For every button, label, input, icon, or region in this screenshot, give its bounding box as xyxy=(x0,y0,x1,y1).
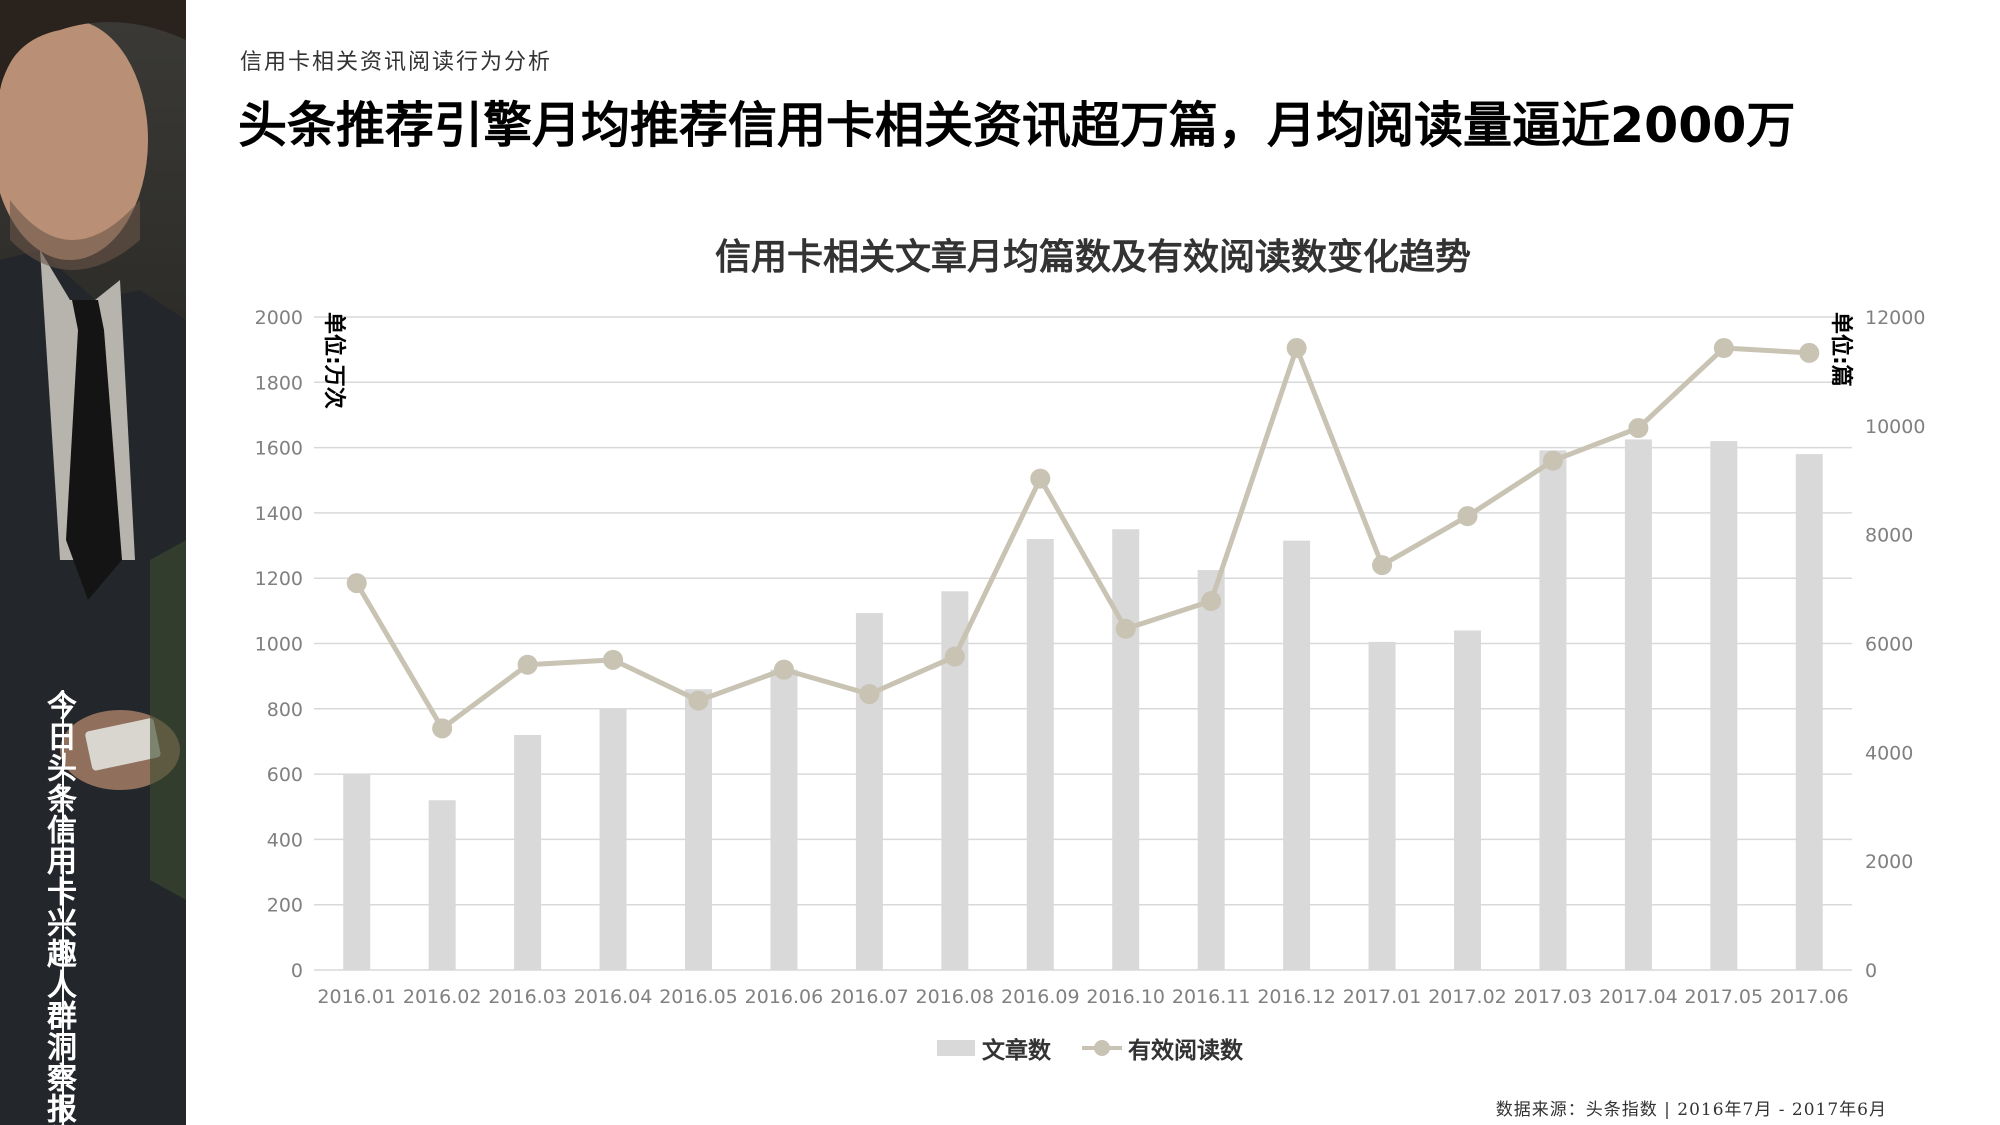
x-axis-tick-label: 2016.08 xyxy=(916,986,995,1008)
right-axis-tick-label: 6000 xyxy=(1865,634,1913,656)
x-axis-tick-label: 2016.04 xyxy=(574,986,653,1008)
line-point xyxy=(346,573,367,594)
axes: 0 200 400 600 800 1000 1200 1400 1600 1800 2000 0 20… xyxy=(255,307,1926,1008)
x-axis-tick-label: 2016.07 xyxy=(830,986,909,1008)
x-axis-tick-label: 2017.06 xyxy=(1770,986,1849,1008)
line-point xyxy=(603,649,624,670)
bar xyxy=(1197,570,1225,970)
line-point xyxy=(1286,338,1307,359)
bar xyxy=(685,689,712,970)
right-axis-tick-label: 8000 xyxy=(1865,525,1913,547)
businessman-photo xyxy=(0,0,186,1125)
bar-series xyxy=(343,439,1823,971)
x-axis-tick-label: 2016.12 xyxy=(1257,986,1336,1008)
page-headline: 头条推荐引擎月均推荐信用卡相关资讯超万篇，月均阅读量逼近2000万 xyxy=(238,97,1796,154)
bar xyxy=(1539,450,1567,971)
left-axis-tick-label: 400 xyxy=(267,829,303,851)
left-axis-tick-label: 800 xyxy=(267,699,303,721)
line-point xyxy=(1713,338,1734,359)
legend: 文章数 有效阅读数 xyxy=(937,1037,1244,1064)
line-point xyxy=(1542,450,1563,471)
legend-swatch-bar xyxy=(937,1040,975,1056)
line-point xyxy=(773,659,794,680)
x-axis-tick-label: 2016.11 xyxy=(1172,986,1251,1008)
left-axis-tick-label: 1600 xyxy=(255,438,303,460)
bar xyxy=(1454,630,1481,970)
data-source: 数据来源：头条指数 | 2016年7月 - 2017年6月 xyxy=(1495,1100,1887,1120)
x-axis-tick-label: 2017.03 xyxy=(1514,986,1593,1008)
left-axis-tick-label: 1400 xyxy=(255,503,303,525)
line-point xyxy=(1201,591,1222,612)
bar xyxy=(1795,454,1823,970)
line-point xyxy=(1799,342,1820,363)
line-point xyxy=(432,718,453,739)
report-title-vertical: 今日头条信用卡兴趣人群洞察报告 xyxy=(41,690,76,1125)
x-axis-tick-label: 2016.02 xyxy=(403,986,482,1008)
bar xyxy=(428,800,456,970)
left-axis-tick-label: 1000 xyxy=(255,634,303,656)
x-axis-tick-label: 2016.03 xyxy=(488,986,567,1008)
grid-lines xyxy=(314,316,1852,971)
left-axis-tick-label: 600 xyxy=(267,764,303,786)
bar xyxy=(855,613,883,970)
left-axis-tick-label: 1200 xyxy=(255,568,303,590)
line-point xyxy=(1457,506,1478,527)
line-point xyxy=(688,690,709,711)
x-axis-tick-label: 2017.04 xyxy=(1599,986,1678,1008)
bar xyxy=(599,708,627,970)
bar xyxy=(343,774,371,970)
side-divider xyxy=(62,690,64,1125)
x-axis-tick-label: 2016.10 xyxy=(1086,986,1165,1008)
line-point xyxy=(859,684,880,705)
right-axis-tick-label: 10000 xyxy=(1865,416,1925,438)
right-axis-unit-label: 单位:篇 xyxy=(1828,312,1854,387)
left-axis-tick-label: 2000 xyxy=(255,307,303,329)
right-axis-tick-label: 0 xyxy=(1865,960,1877,982)
legend-label-bar: 文章数 xyxy=(982,1037,1052,1064)
legend-label-line: 有效阅读数 xyxy=(1128,1037,1244,1064)
series-line xyxy=(354,345,1810,731)
bar xyxy=(1624,439,1652,970)
x-axis-tick-label: 2016.01 xyxy=(317,986,396,1008)
left-axis-tick-label: 200 xyxy=(267,895,303,917)
line-point xyxy=(1115,618,1136,639)
x-axis-tick-label: 2017.01 xyxy=(1343,986,1422,1008)
left-axis-tick-label: 0 xyxy=(291,960,303,982)
right-axis-tick-label: 2000 xyxy=(1865,851,1913,873)
bar xyxy=(770,669,798,970)
bar xyxy=(1112,529,1140,970)
bar xyxy=(514,734,542,970)
line-point xyxy=(1628,418,1649,439)
left-axis-tick-label: 1800 xyxy=(255,372,303,394)
legend-swatch-marker xyxy=(1094,1040,1110,1056)
left-axis-unit-label: 单位:万次 xyxy=(321,312,347,409)
line-series xyxy=(346,338,1820,739)
x-axis-tick-label: 2016.05 xyxy=(659,986,738,1008)
bar xyxy=(1283,540,1311,970)
x-axis-tick-label: 2016.06 xyxy=(745,986,824,1008)
x-axis-tick-label: 2017.05 xyxy=(1685,986,1764,1008)
right-axis-tick-label: 4000 xyxy=(1865,742,1913,764)
line-point xyxy=(517,654,538,675)
bar xyxy=(1026,539,1054,970)
x-axis-tick-label: 2017.02 xyxy=(1428,986,1507,1008)
side-panel: 今日头条信用卡兴趣人群洞察报告 xyxy=(0,0,186,1125)
right-axis-tick-label: 12000 xyxy=(1865,307,1925,329)
line-point xyxy=(944,646,965,667)
line-point xyxy=(1030,468,1051,489)
bar xyxy=(1710,441,1738,970)
line-point xyxy=(1372,555,1393,576)
section-subtitle: 信用卡相关资讯阅读行为分析 xyxy=(240,50,553,75)
bar xyxy=(1368,641,1396,970)
x-axis-tick-label: 2016.09 xyxy=(1001,986,1080,1008)
chart-title: 信用卡相关文章月均篇数及有效阅读数变化趋势 xyxy=(714,237,1471,278)
